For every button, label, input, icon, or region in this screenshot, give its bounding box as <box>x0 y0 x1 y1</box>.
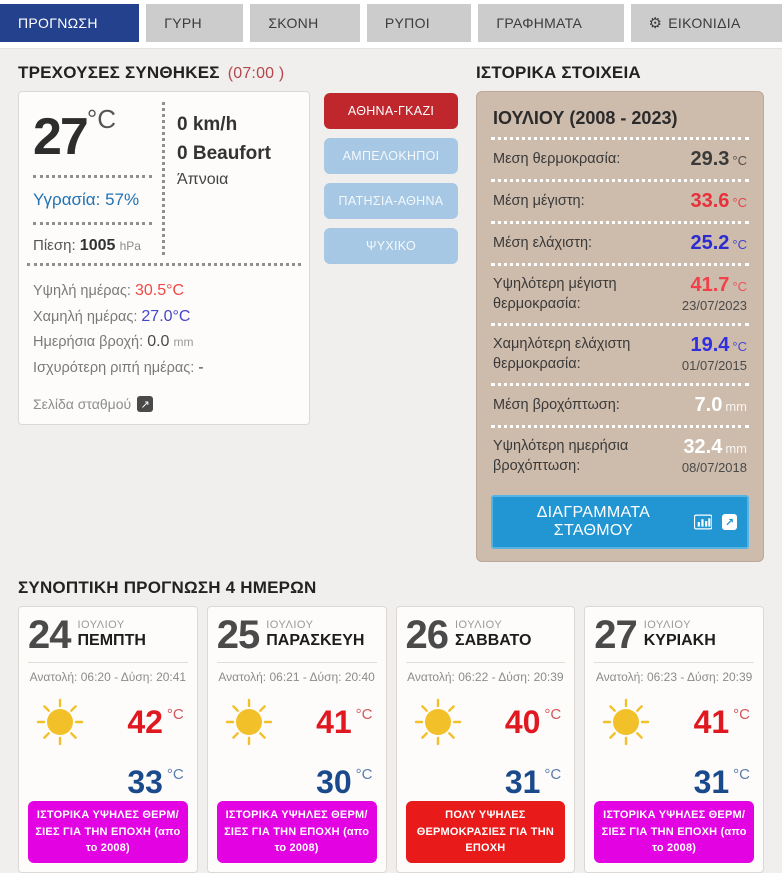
forecast-date: 24 <box>28 613 71 657</box>
low-temperature: 30 °C <box>316 764 373 800</box>
forecast-weekday: ΠΑΡΑΣΚΕΥΗ <box>266 632 365 649</box>
tab-label: ΓΡΑΦΗΜΑΤΑ <box>496 15 583 31</box>
historical-period: ΙΟΥΛΙΟΥ (2008 - 2023) <box>493 108 678 128</box>
sun-icon <box>225 698 272 746</box>
forecast-card-day4: 27 ΙΟΥΛΙΟΥ ΚΥΡΙΑΚΗ Ανατολή: 06:23 - Δύση… <box>584 606 764 873</box>
forecast-weekday: ΣΑΒΒΑΤΟ <box>455 632 532 649</box>
historical-row-mean-rain: Μέση βροχόπτωση: 7.0 mm <box>491 383 749 425</box>
historical-panel: ΙΟΥΛΙΟΥ (2008 - 2023) Μεση θερμοκρασία: … <box>476 91 764 562</box>
tab-label: ΠΡΟΓΝΩΣΗ <box>18 15 98 31</box>
low-temperature: 31 °C <box>504 764 562 800</box>
station-page-link-label: Σελίδα σταθμού <box>33 396 132 413</box>
tab-label: ΓΥΡΗ <box>164 15 202 31</box>
current-conditions-section: ΤΡΕΧΟΥΣΕΣ ΣΥΝΘΗΚΕΣ (07:00 ) 27°C Υγρασία:… <box>18 63 458 426</box>
historical-section: ΙΣΤΟΡΙΚΑ ΣΤΟΙΧΕΙΑ ΙΟΥΛΙΟΥ (2008 - 2023) … <box>476 63 764 562</box>
high-temperature: 40 °C <box>504 703 562 740</box>
observation-time: (07:00 ) <box>227 65 285 82</box>
current-conditions-card: 27°C Υγρασία: 57% Πίεση: 1005 hPa 0 km <box>18 91 310 426</box>
forecast-date: 25 <box>216 613 260 657</box>
sun-icon <box>603 698 650 746</box>
forecast-heading: ΣΥΝΟΠΤΙΚΗ ΠΡΟΓΝΩΣΗ 4 ΗΜΕΡΩΝ <box>18 578 317 597</box>
low-temperature: 33 °C <box>127 764 184 800</box>
bar-chart-icon <box>693 514 713 530</box>
external-link-icon: ↗ <box>722 514 737 530</box>
historical-row-highest-daily-rain: Υψηλότερη ημερήσια βροχόπτωση: 32.4 mm 08/… <box>491 425 749 485</box>
forecast-warning-banner: ΙΣΤΟΡΙΚΑ ΥΨΗΛΕΣ ΘΕΡΜ/ΣΙΕΣ ΓΙΑ ΤΗΝ ΕΠΟΧΗ … <box>594 801 754 863</box>
daily-gust: Ισχυρότερη ριπή ημέρας: - <box>33 358 204 376</box>
forecast-month: ΙΟΥΛΙΟΥ <box>455 619 503 631</box>
high-temperature: 42 °C <box>127 703 184 740</box>
divider <box>27 263 301 266</box>
station-button-psychiko[interactable]: ΨΥΧΙΚΟ <box>324 228 458 264</box>
forecast-month: ΙΟΥΛΙΟΥ <box>266 619 314 631</box>
historical-row-lowest-min: Χαμηλότερη ελάχιστη θερμοκρασία: 19.4 °C 0… <box>491 323 749 383</box>
forecast-month: ΙΟΥΛΙΟΥ <box>77 619 125 631</box>
station-button-patisia-athina[interactable]: ΠΑΤΗΣΙΑ-ΑΘΗΝΑ <box>324 183 458 219</box>
forecast-weekday: ΠΕΜΠΤΗ <box>77 632 146 649</box>
forecast-card-day1: 24 ΙΟΥΛΙΟΥ ΠΕΜΠΤΗ Ανατολή: 06:20 - Δύση:… <box>18 606 198 873</box>
historical-heading: ΙΣΤΟΡΙΚΑ ΣΤΟΙΧΕΙΑ <box>476 63 641 82</box>
wind-description: Άπνοια <box>177 170 229 188</box>
sun-icon <box>414 698 461 746</box>
sunrise-sunset: Ανατολή: 06:20 - Δύση: 20:41 <box>29 670 187 684</box>
daily-low: Χαμηλή ημέρας: 27.0°C <box>33 307 191 325</box>
sun-icon <box>36 698 84 746</box>
tab-label: ΣΚΟΝΗ <box>268 15 319 31</box>
wind-info: 0 km/h 0 Beaufort Άπνοια <box>162 102 309 255</box>
historical-row-mean-max: Μέση μέγιστη: 33.6 °C <box>491 179 749 221</box>
station-charts-button-label: ΔΙΑΓΡΑΜΜΑΤΑ ΣΤΑΘΜΟΥ <box>536 504 651 539</box>
tab-prognosi[interactable]: ΠΡΟΓΝΩΣΗ <box>0 4 140 42</box>
forecast-date: 27 <box>594 613 637 657</box>
current-conditions-heading: ΤΡΕΧΟΥΣΕΣ ΣΥΝΘΗΚΕΣ <box>18 63 220 82</box>
gear-icon: ⚙ <box>648 15 663 32</box>
forecast-month: ΙΟΥΛΙΟΥ <box>643 619 691 631</box>
station-button-athina-gkazi[interactable]: ΑΘΗΝΑ-ΓΚΑΖΙ <box>324 93 458 129</box>
tab-gyri[interactable]: ΓΥΡΗ <box>146 4 244 42</box>
tab-label: ΕΙΚΟΝΙΔΙΑ <box>668 15 741 31</box>
high-temperature: 41 °C <box>693 703 750 740</box>
tab-rypoi[interactable]: ΡΥΠΟΙ <box>366 4 472 42</box>
forecast-warning-banner: ΙΣΤΟΡΙΚΑ ΥΨΗΛΕΣ ΘΕΡΜ/ΣΙΕΣ ΓΙΑ ΤΗΝ ΕΠΟΧΗ … <box>28 801 188 863</box>
external-link-icon: ↗ <box>137 396 154 413</box>
sunrise-sunset: Ανατολή: 06:22 - Δύση: 20:39 <box>407 670 564 684</box>
wind-speed: 0 km/h <box>177 114 238 135</box>
station-selector: ΑΘΗΝΑ-ΓΚΑΖΙ ΑΜΠΕΛΟΚΗΠΟΙ ΠΑΤΗΣΙΑ-ΑΘΗΝΑ ΨΥ… <box>324 91 458 425</box>
forecast-card-day3: 26 ΙΟΥΛΙΟΥ ΣΑΒΒΑΤΟ Ανατολή: 06:22 - Δύση… <box>395 606 576 873</box>
historical-row-mean-temp: Μεση θερμοκρασία: 29.3 °C <box>491 137 749 179</box>
station-page-link[interactable]: Σελίδα σταθμού ↗ <box>19 386 309 424</box>
forecast-card-day2: 25 ΙΟΥΛΙΟΥ ΠΑΡΑΣΚΕΥΗ Ανατολή: 06:21 - Δύ… <box>206 606 387 873</box>
forecast-section: ΣΥΝΟΠΤΙΚΗ ΠΡΟΓΝΩΣΗ 4 ΗΜΕΡΩΝ 24 ΙΟΥΛΙΟΥ Π… <box>18 578 764 873</box>
humidity-value: Υγρασία: 57% <box>33 190 140 209</box>
tab-skoni[interactable]: ΣΚΟΝΗ <box>250 4 360 42</box>
wind-beaufort: 0 Beaufort <box>177 143 271 165</box>
forecast-warning-banner: ΙΣΤΟΡΙΚΑ ΥΨΗΛΕΣ ΘΕΡΜ/ΣΙΕΣ ΓΙΑ ΤΗΝ ΕΠΟΧΗ … <box>216 801 377 863</box>
forecast-warning-banner: ΠΟΛΥ ΥΨΗΛΕΣ ΘΕΡΜΟΚΡΑΣΙΕΣ ΓΙΑ ΤΗΝ ΕΠΟΧΗ <box>405 801 566 863</box>
divider <box>33 175 152 178</box>
low-temperature: 31 °C <box>693 764 750 800</box>
high-temperature: 41 °C <box>316 703 373 740</box>
tab-eikonidia[interactable]: ⚙ ΕΙΚΟΝΙΔΙΑ <box>630 4 782 42</box>
station-charts-button[interactable]: ΔΙΑΓΡΑΜΜΑΤΑ ΣΤΑΘΜΟΥ ↗ <box>491 495 749 549</box>
daily-high: Υψηλή ημέρας: 30.5°C <box>33 282 185 299</box>
tab-grafimata[interactable]: ΓΡΑΦΗΜΑΤΑ <box>478 4 624 42</box>
forecast-weekday: ΚΥΡΙΑΚΗ <box>643 632 716 649</box>
sunrise-sunset: Ανατολή: 06:23 - Δύση: 20:39 <box>595 670 753 684</box>
current-temperature: 27°C <box>33 104 117 166</box>
pressure-value: Πίεση: 1005 hPa <box>33 237 141 254</box>
daily-stats: Υψηλή ημέρας: 30.5°C Χαμηλή ημέρας: 27.0… <box>19 266 309 386</box>
forecast-date: 26 <box>405 613 449 657</box>
historical-row-highest-max: Υψηλότερη μέγιστη θερμοκρασία: 41.7 °C 23/… <box>491 263 749 323</box>
divider <box>33 222 152 225</box>
historical-row-mean-min: Μέση ελάχιστη: 25.2 °C <box>491 221 749 263</box>
tab-label: ΡΥΠΟΙ <box>384 15 430 31</box>
daily-rain: Ημερήσια βροχή: 0.0 mm <box>33 333 194 351</box>
sunrise-sunset: Ανατολή: 06:21 - Δύση: 20:40 <box>218 670 375 684</box>
top-tab-bar: ΠΡΟΓΝΩΣΗ ΓΥΡΗ ΣΚΟΝΗ ΡΥΠΟΙ ΓΡΑΦΗΜΑΤΑ ⚙ ΕΙ… <box>0 0 782 49</box>
station-button-ampelokipoi[interactable]: ΑΜΠΕΛΟΚΗΠΟΙ <box>324 138 458 174</box>
current-conditions-title: ΤΡΕΧΟΥΣΕΣ ΣΥΝΘΗΚΕΣ (07:00 ) <box>18 63 458 83</box>
temperature-unit: °C <box>86 104 117 134</box>
